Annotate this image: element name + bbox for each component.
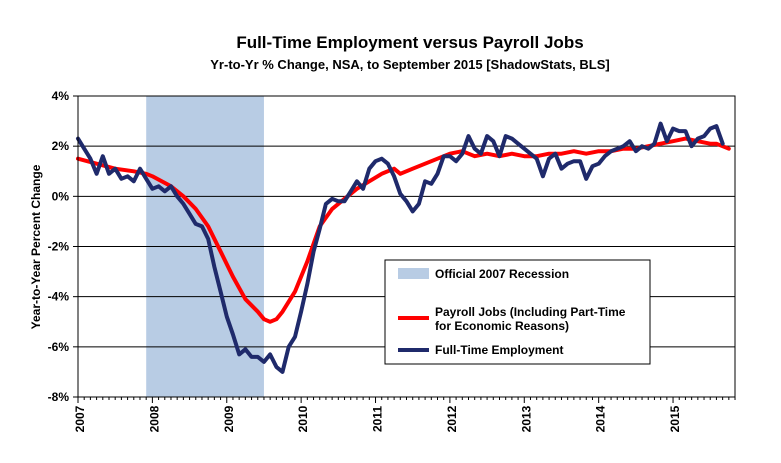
y-tick-label: -2% (48, 240, 70, 254)
x-tick-label: 2009 (222, 405, 236, 432)
series-layer (76, 121, 731, 374)
legend: Official 2007 Recession Payroll Jobs (In… (384, 259, 651, 365)
full-time-employment-line (76, 121, 725, 374)
y-tick-label: -6% (48, 340, 70, 354)
y-axis: 4% 2% 0% -2% -4% -6% -8% (48, 89, 78, 404)
x-tick-label: 2014 (594, 405, 608, 432)
y-tick-label: -8% (48, 390, 70, 404)
x-tick-label: 2007 (73, 405, 87, 432)
legend-recession-swatch (398, 268, 429, 279)
x-tick-label: 2013 (519, 405, 533, 432)
y-tick-label: -4% (48, 290, 70, 304)
y-tick-label: 4% (52, 89, 70, 103)
x-tick-label: 2008 (147, 405, 161, 432)
legend-fulltime-label: Full-Time Employment (435, 343, 563, 357)
y-tick-label: 2% (52, 139, 70, 153)
x-tick-label: 2012 (445, 405, 459, 432)
legend-box (384, 259, 651, 365)
x-axis: 2007 2008 2009 2010 2011 2012 2013 2014 2015 (73, 397, 736, 432)
legend-payroll-label-line2: for Economic Reasons) (435, 319, 569, 333)
x-tick-label: 2010 (296, 405, 310, 432)
x-tick-label: 2015 (668, 405, 682, 432)
chart-title: Full-Time Employment versus Payroll Jobs (236, 33, 583, 52)
y-tick-label: 0% (52, 189, 70, 203)
legend-payroll-label-line1: Payroll Jobs (Including Part-Time (435, 305, 626, 319)
payroll-jobs-line (76, 136, 731, 324)
x-tick-label: 2011 (371, 406, 385, 432)
chart-subtitle: Yr-to-Yr % Change, NSA, to September 201… (210, 57, 609, 72)
legend-recession-label: Official 2007 Recession (435, 267, 569, 281)
y-axis-label: Year-to-Year Percent Change (29, 164, 43, 329)
